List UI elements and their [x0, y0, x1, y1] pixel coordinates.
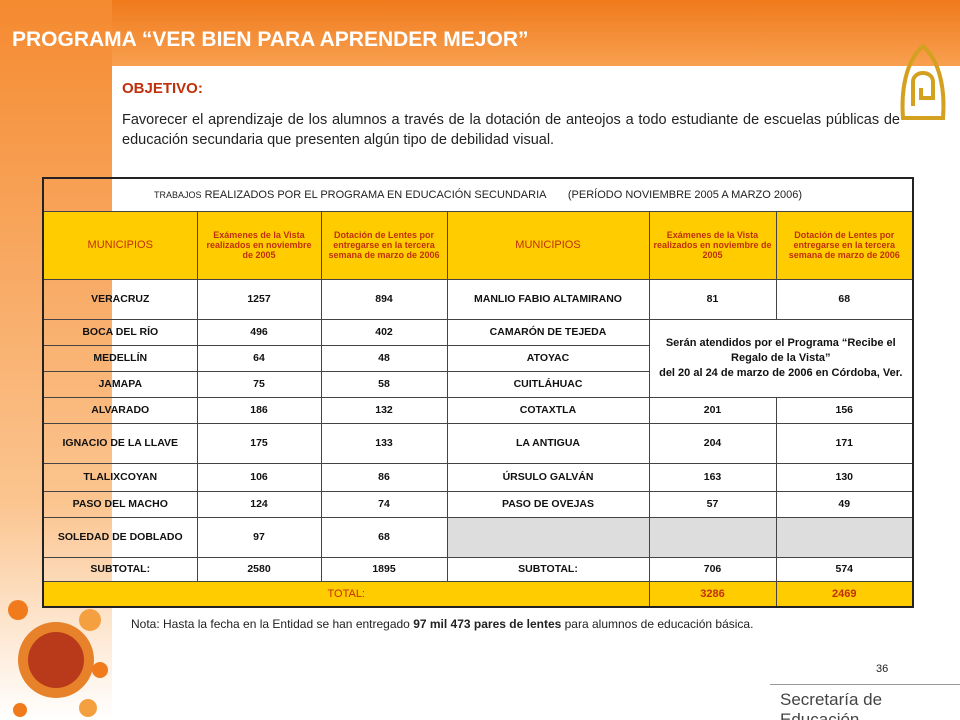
- total-value: 2469: [775, 580, 914, 608]
- table-cell: 133: [320, 422, 448, 464]
- table-cell: 1257: [196, 278, 322, 320]
- total-label: TOTAL:: [42, 580, 650, 608]
- table-cell: 171: [775, 422, 914, 464]
- table-cell: SUBTOTAL:: [42, 556, 198, 582]
- table-cell: CUITLÁHUAC: [446, 370, 650, 398]
- merged-note-line: Serán atendidos por el Programa “Recibe …: [665, 336, 896, 364]
- results-table: TRABAJOS REALIZADOS POR EL PROGRAMA EN E…: [42, 177, 915, 608]
- decor-circles: [8, 600, 108, 717]
- table-cell: 156: [775, 396, 914, 424]
- caption-small: TRABAJOS: [154, 189, 202, 200]
- table-cell: COTAXTLA: [446, 396, 650, 424]
- caption-period: (PERÍODO NOVIEMBRE 2005 A MARZO 2006): [567, 188, 803, 201]
- table-cell: JAMAPA: [42, 370, 198, 398]
- table-row: VERACRUZ 1257 894 MANLIO FABIO ALTAMIRANO 81…: [42, 278, 914, 320]
- table-row: BOCA DEL RÍO 496 402 CAMARÓN DE TEJEDA Serán…: [42, 318, 914, 398]
- footer-rule: [770, 684, 960, 685]
- header-row: MUNICIPIOS Exámenes de la Vista realizado…: [42, 210, 914, 280]
- table-cell: MEDELLÍN: [42, 344, 198, 372]
- table-cell: LA ANTIGUA: [446, 422, 650, 464]
- table-cell: CAMARÓN DE TEJEDA: [446, 318, 650, 346]
- logo: [900, 43, 946, 120]
- column-header: Dotación de Lentes por entregarse en la …: [775, 210, 914, 280]
- table-cell: 124: [196, 490, 322, 518]
- table-cell: 163: [648, 462, 777, 492]
- table-cell: 97: [196, 516, 322, 558]
- table-cell: 74: [320, 490, 448, 518]
- table-row: PASO DEL MACHO 124 74 PASO DE OVEJAS 57 49: [42, 490, 914, 518]
- table-cell: MANLIO FABIO ALTAMIRANO: [446, 278, 650, 320]
- top-band: [0, 0, 960, 66]
- note-bold: 97 mil 473 pares de lentes: [413, 617, 562, 631]
- table-cell: 57: [648, 490, 777, 518]
- table-row: JAMAPA 75 58 CUITLÁHUAC: [42, 370, 913, 398]
- table-cell: 106: [196, 462, 322, 492]
- table-cell: 204: [648, 422, 777, 464]
- table-cell: 81: [648, 278, 777, 320]
- table-cell: SOLEDAD DE DOBLADO: [42, 516, 198, 558]
- note-text: Nota: Hasta la fecha en la Entidad se ha…: [131, 617, 414, 631]
- table-cell: SUBTOTAL:: [446, 556, 650, 582]
- table-cell: 175: [196, 422, 322, 464]
- column-header: Exámenes de la Vista realizados en novie…: [648, 210, 777, 280]
- table-cell: ÚRSULO GALVÁN: [446, 462, 650, 492]
- table-row: SOLEDAD DE DOBLADO 97 68: [42, 516, 914, 558]
- table-cell: 2580: [196, 556, 322, 582]
- table-cell: VERACRUZ: [42, 278, 198, 320]
- table-row: IGNACIO DE LA LLAVE 175 133 LA ANTIGUA 204 17…: [42, 422, 914, 464]
- page-number: 36: [876, 663, 889, 675]
- table-cell: 86: [320, 462, 448, 492]
- table-row: SUBTOTAL: 2580 1895 SUBTOTAL: 706 574: [42, 556, 914, 582]
- table-cell: ALVARADO: [42, 396, 198, 424]
- merged-note-cell: Serán atendidos por el Programa “Recibe …: [648, 318, 914, 398]
- table-cell: 186: [196, 396, 322, 424]
- table-cell: 68: [775, 278, 914, 320]
- table-cell: 64: [196, 344, 322, 372]
- column-header: MUNICIPIOS: [446, 210, 650, 280]
- table-cell: 402: [320, 318, 448, 346]
- objective-heading: OBJETIVO:: [122, 80, 203, 97]
- empty-cell: [648, 516, 777, 558]
- table-row: MEDELLÍN 64 48 ATOYAC: [42, 344, 913, 372]
- table-cell: 68: [320, 516, 448, 558]
- table-row: ALVARADO 186 132 COTAXTLA 201 156: [42, 396, 914, 424]
- table-cell: 201: [648, 396, 777, 424]
- merged-note-line: del 20 al 24 de marzo de 2006 en Córdoba…: [659, 366, 903, 379]
- table-cell: 75: [196, 370, 322, 398]
- column-header: MUNICIPIOS: [42, 210, 198, 280]
- column-header: Exámenes de la Vista realizados en novie…: [196, 210, 322, 280]
- note-text: para alumnos de educación básica.: [561, 617, 754, 631]
- table-cell: 894: [320, 278, 448, 320]
- table-cell: 132: [320, 396, 448, 424]
- total-row: TOTAL: 3286 2469: [42, 580, 914, 608]
- table-cell: 49: [775, 490, 914, 518]
- slide-title: PROGRAMA “VER BIEN PARA APRENDER MEJOR”: [12, 28, 529, 51]
- table-cell: 48: [320, 344, 448, 372]
- table-cell: PASO DEL MACHO: [42, 490, 198, 518]
- objective-text: Favorecer el aprendizaje de los alumnos …: [122, 112, 900, 148]
- caption-row: TRABAJOS REALIZADOS POR EL PROGRAMA EN E…: [42, 177, 914, 212]
- table-cell: 574: [775, 556, 914, 582]
- table-cell: PASO DE OVEJAS: [446, 490, 650, 518]
- table-cell: BOCA DEL RÍO: [42, 318, 198, 346]
- table-cell: 706: [648, 556, 777, 582]
- empty-cell: [775, 516, 914, 558]
- table-cell: IGNACIO DE LA LLAVE: [42, 422, 198, 464]
- table-cell: 496: [196, 318, 322, 346]
- total-value: 3286: [648, 580, 777, 608]
- table-cell: 58: [320, 370, 448, 398]
- column-header: Dotación de Lentes por entregarse en la …: [320, 210, 448, 280]
- caption: REALIZADOS POR EL PROGRAMA EN EDUCACIÓN …: [204, 188, 547, 201]
- footnote: Nota: Hasta la fecha en la Entidad se ha…: [131, 616, 861, 633]
- footer-text: Secretaría de Educación: [780, 690, 883, 720]
- table-cell: TLALIXCOYAN: [42, 462, 198, 492]
- empty-cell: [446, 516, 650, 558]
- caption-cell: TRABAJOS REALIZADOS POR EL PROGRAMA EN E…: [42, 177, 914, 212]
- table-row: TLALIXCOYAN 106 86 ÚRSULO GALVÁN 163 130: [42, 462, 914, 492]
- table-cell: 1895: [320, 556, 448, 582]
- table-cell: ATOYAC: [446, 344, 650, 372]
- table-cell: 130: [775, 462, 914, 492]
